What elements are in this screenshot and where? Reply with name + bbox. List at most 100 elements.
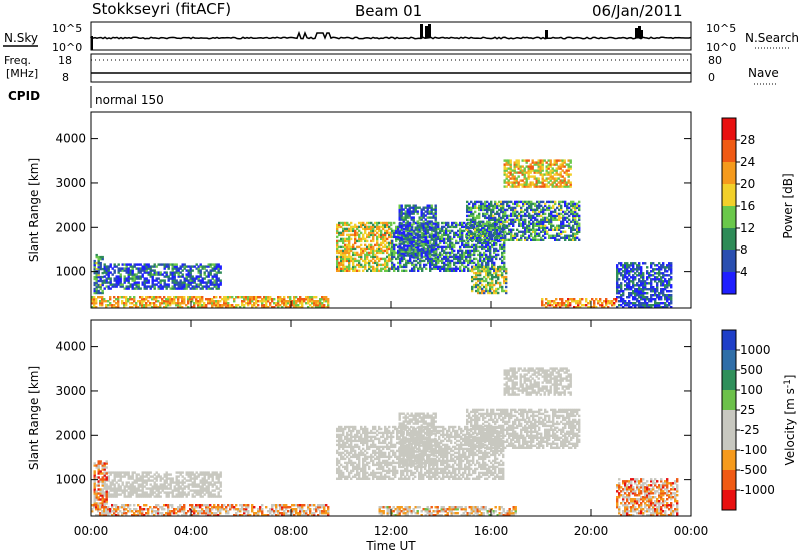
heatmap-cell: [497, 287, 500, 291]
heatmap-cell: [412, 208, 415, 211]
heatmap-cell: [568, 214, 571, 218]
heatmap-cell: [449, 239, 452, 243]
heatmap-cell: [503, 267, 506, 271]
heatmap-cell: [95, 306, 98, 309]
heatmap-cell: [402, 254, 405, 257]
heatmap-cell: [384, 245, 387, 249]
heatmap-cell: [227, 306, 230, 309]
heatmap-cell: [642, 296, 645, 299]
heatmap-cell: [494, 238, 497, 241]
heatmap-cell: [524, 238, 527, 241]
heatmap-cell: [548, 212, 551, 216]
heatmap-cell: [397, 225, 400, 229]
power-heatmap: [91, 159, 673, 309]
heatmap-cell: [445, 255, 448, 259]
heatmap-cell: [414, 250, 417, 253]
heatmap-cell: [223, 302, 226, 305]
heatmap-cell: [281, 306, 284, 309]
heatmap-cell: [644, 284, 647, 287]
heatmap-cell: [235, 306, 238, 309]
heatmap-cell: [360, 237, 363, 241]
heatmap-cell: [634, 268, 637, 271]
heatmap-cell: [632, 296, 635, 299]
heatmap-cell: [217, 269, 220, 272]
heatmap-cell: [356, 227, 359, 231]
heatmap-cell: [410, 230, 413, 233]
heatmap-cell: [478, 212, 481, 216]
heatmap-cell: [368, 261, 371, 265]
heatmap-cell: [437, 235, 440, 239]
heatmap-cell: [467, 255, 470, 259]
heatmap-cell: [505, 159, 508, 162]
heatmap-cell: [425, 257, 428, 261]
heatmap-cell: [213, 285, 216, 288]
heatmap-cell: [468, 202, 471, 206]
heatmap-cell: [95, 255, 98, 259]
heatmap-cell: [495, 289, 498, 293]
heatmap-cell: [445, 227, 448, 231]
heatmap-cell: [366, 245, 369, 249]
heatmap-cell: [111, 483, 114, 486]
heatmap-cell: [620, 296, 623, 299]
heatmap-cell: [428, 216, 431, 219]
heatmap-cell: [660, 288, 663, 291]
heatmap-cell: [668, 304, 671, 307]
heatmap-cell: [549, 163, 552, 166]
heatmap-cell: [203, 487, 206, 490]
heatmap-cell: [634, 290, 637, 293]
heatmap-cell: [348, 251, 351, 255]
heatmap-cell: [424, 210, 427, 213]
heatmap-cell: [572, 218, 575, 221]
heatmap-cell: [445, 245, 448, 249]
heatmap-cell: [149, 273, 152, 276]
heatmap-cell: [203, 285, 206, 288]
heatmap-cell: [443, 249, 446, 253]
heatmap-cell: [525, 177, 528, 180]
heatmap-cell: [395, 235, 398, 239]
heatmap-cell: [400, 248, 403, 251]
heatmap-cell: [646, 292, 649, 295]
heatmap-cell: [418, 228, 421, 231]
heatmap-cell: [499, 285, 502, 289]
heatmap-cell: [376, 243, 379, 247]
heatmap-cell: [380, 229, 383, 233]
heatmap-cell: [384, 267, 387, 270]
heatmap-cell: [646, 302, 649, 305]
heatmap-cell: [430, 212, 433, 215]
heatmap-cell: [191, 279, 194, 282]
heatmap-cell: [419, 261, 422, 265]
heatmap-cell: [632, 266, 635, 269]
heatmap-cell: [632, 274, 635, 277]
heatmap-cell: [426, 254, 429, 257]
heatmap-cell: [556, 218, 559, 221]
heatmap-cell: [465, 257, 468, 261]
heatmap-cell: [151, 487, 154, 490]
heatmap-cell: [549, 171, 552, 174]
heatmap-cell: [453, 261, 456, 265]
heatmap-cell: [213, 281, 216, 284]
heatmap-cell: [141, 493, 144, 496]
heatmap-cell: [219, 283, 222, 286]
heatmap-cell: [566, 204, 569, 208]
heatmap-cell: [117, 283, 120, 286]
heatmap-cell: [607, 302, 610, 305]
heatmap-cell: [384, 265, 387, 269]
heatmap-cell: [658, 306, 661, 309]
heatmap-cell: [348, 247, 351, 251]
heatmap-cell: [443, 269, 446, 272]
heatmap-cell: [503, 269, 506, 273]
heatmap-cell: [564, 200, 567, 204]
heatmap-cell: [508, 232, 511, 235]
heatmap-cell: [358, 261, 361, 265]
heatmap-cell: [565, 306, 568, 309]
heatmap-cell: [364, 261, 367, 265]
heatmap-cell: [544, 216, 547, 220]
heatmap-cell: [291, 304, 294, 307]
heatmap-cell: [463, 265, 466, 269]
heatmap-cell: [251, 298, 254, 301]
heatmap-cell: [315, 306, 318, 309]
heatmap-cell: [624, 264, 627, 267]
heatmap-cell: [181, 300, 184, 303]
heatmap-cell: [325, 306, 328, 309]
heatmap-cell: [437, 223, 440, 227]
